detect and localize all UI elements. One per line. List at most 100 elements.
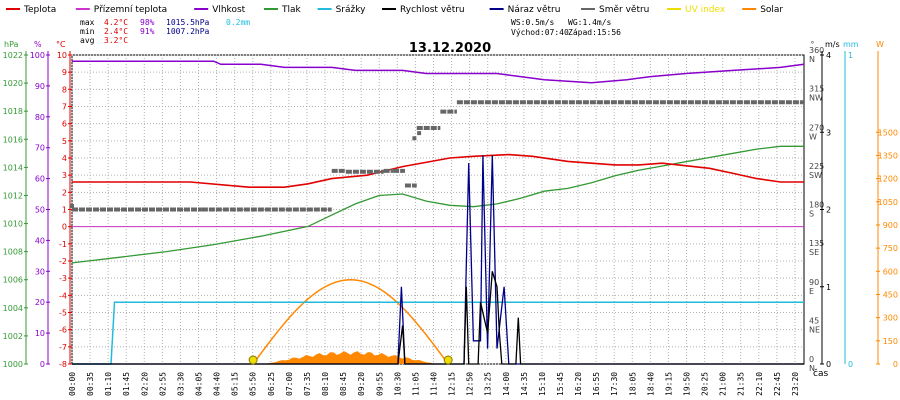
legend-item: Solar	[742, 5, 783, 15]
dir-tick-label: 360	[809, 46, 824, 55]
series-humidity-line	[72, 60, 805, 84]
x-tick-label: 18:40	[646, 372, 655, 396]
legend-label: Přízemní teplota	[94, 5, 167, 15]
x-tick-label: 09:20	[357, 372, 366, 396]
left-axis-unit: %	[34, 40, 42, 49]
left-axis-tick-label: 80	[35, 113, 45, 122]
right-axis-unit: °	[810, 40, 815, 49]
stat-value: 1015.5hPa	[166, 18, 210, 27]
legend-label: Teplota	[23, 5, 56, 15]
dir-tick-label: 0	[809, 355, 814, 364]
stat-value: 4.2°C	[104, 18, 128, 27]
sunrise-marker	[248, 355, 258, 365]
series-temperature-line	[72, 153, 804, 188]
legend-item: Tlak	[264, 5, 302, 15]
left-axis-tick-label: -7	[59, 343, 67, 352]
w-tick-label: 1200	[878, 175, 898, 184]
stat-value: 0.2mm	[226, 18, 250, 27]
right-axis-unit: W	[876, 40, 884, 49]
left-axis-tick-label: -3	[59, 274, 67, 283]
left-axis-tick-label: -1	[59, 240, 67, 249]
left-axis-tick-label: 0	[62, 223, 67, 232]
legend-item: Srážky	[317, 5, 367, 15]
w-tick-label: 1350	[878, 151, 898, 160]
w-tick-label: 0	[893, 360, 898, 369]
legend-item: Přízemní teplota	[75, 5, 167, 15]
left-axis-tick-label: 1014	[3, 163, 23, 172]
dir-compass-label: N	[809, 364, 815, 373]
x-tick-label: 07:35	[303, 372, 312, 396]
series-pressure-line	[71, 145, 804, 264]
left-axis-tick-label: 10	[57, 51, 67, 60]
dir-compass-label: NE	[809, 325, 820, 334]
legend-label: Náraz větru	[508, 5, 561, 15]
x-tick-label: 11:05	[411, 372, 420, 396]
legend-label: UV index	[685, 5, 726, 15]
x-tick-label: 16:55	[592, 372, 601, 396]
x-tick-label: 15:45	[556, 372, 565, 396]
solar-theoretical-curve	[252, 279, 449, 365]
dir-compass-label: SW	[809, 171, 822, 180]
dir-tick-label: 180	[809, 201, 824, 210]
left-axis-tick-label: -8	[59, 360, 67, 369]
x-tick-label: 08:45	[339, 372, 348, 396]
ws-tick-label: 4	[826, 51, 831, 60]
sunset-marker	[443, 355, 453, 365]
series-gust-line	[72, 155, 804, 365]
dir-tick-label: 135	[809, 239, 824, 248]
stat-value: 1007.2hPa	[166, 27, 210, 36]
left-axis-tick-label: 5	[62, 137, 67, 146]
left-axis-tick-label: 70	[35, 144, 45, 153]
legend-label: Srážky	[336, 5, 367, 15]
legend-label: Rychlost větru	[400, 5, 465, 15]
x-tick-label: 01:10	[104, 372, 113, 396]
legend-item: Rychlost větru	[382, 5, 465, 15]
left-axis-tick-label: 50	[35, 206, 45, 215]
x-tick-label: 07:00	[285, 372, 294, 396]
left-axis-tick-label: 1022	[3, 51, 23, 60]
legend-item: Směr větru	[581, 5, 649, 15]
dir-compass-label: NW	[809, 94, 823, 103]
left-axis-tick-label: -6	[59, 326, 67, 335]
left-axis-tick-label: 1020	[3, 79, 23, 88]
x-tick-label: 15:10	[538, 372, 547, 396]
left-axis-unit: °C	[56, 40, 66, 49]
legend-item: UV index	[667, 5, 726, 15]
right-axis-unit: mm	[843, 40, 859, 49]
left-axis-unit: hPa	[4, 40, 19, 49]
dir-compass-label: W	[809, 132, 817, 141]
w-tick-label: 150	[883, 337, 898, 346]
x-tick-label: 00:00	[68, 372, 77, 396]
ws-tick-label: 3	[826, 128, 831, 137]
wind-direction-point	[70, 204, 74, 209]
w-tick-label: 450	[883, 290, 898, 299]
w-tick-label: 1050	[878, 198, 898, 207]
x-tick-label: 21:35	[737, 372, 746, 396]
left-axis-tick-label: 90	[35, 82, 45, 91]
left-axis-tick-label: 100	[30, 51, 45, 60]
x-tick-label: 18:05	[628, 372, 637, 396]
wind-direction-point	[417, 131, 422, 136]
mm-tick-label: 1	[848, 51, 853, 60]
left-axis-tick-label: -2	[59, 257, 67, 266]
x-tick-label: 02:20	[140, 372, 149, 396]
dir-tick-label: 225	[809, 162, 824, 171]
dir-tick-label: 90	[809, 278, 819, 287]
left-axis-tick-label: -4	[59, 291, 67, 300]
left-axis-tick-label: 10	[35, 329, 45, 338]
solar-measured-area	[264, 351, 437, 364]
x-tick-label: 13:25	[484, 372, 493, 396]
left-axis-tick-label: 4	[62, 154, 67, 163]
x-tick-label: 21:00	[719, 372, 728, 396]
right-axis-unit: m/s	[825, 40, 840, 49]
left-axis-tick-label: 1008	[3, 248, 23, 257]
left-axis-tick-label: 9	[62, 68, 67, 77]
x-tick-label: 19:50	[683, 372, 692, 396]
left-axis-tick-label: 40	[35, 236, 45, 245]
x-tick-label: 06:25	[267, 372, 276, 396]
x-tick-label: 05:50	[249, 372, 258, 396]
wind-gust-info: WG:1.4m/s	[568, 18, 612, 27]
w-tick-label: 750	[883, 244, 898, 253]
wind-speed-info: WS:0.5m/s	[511, 18, 555, 27]
